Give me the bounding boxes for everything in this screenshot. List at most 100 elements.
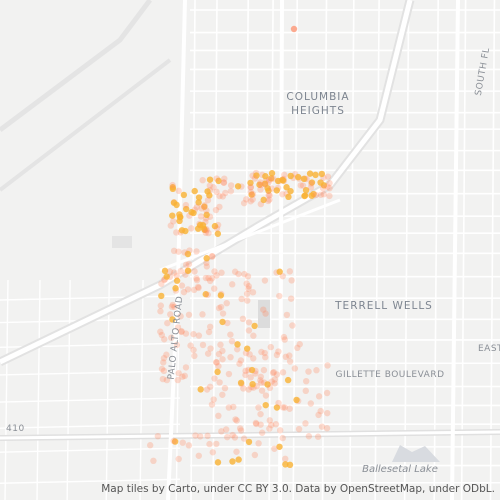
point xyxy=(154,432,162,440)
point xyxy=(273,187,281,194)
point xyxy=(247,179,254,187)
point xyxy=(251,175,259,182)
point xyxy=(244,345,251,352)
point xyxy=(213,359,220,366)
point xyxy=(248,191,255,198)
point xyxy=(247,188,255,196)
street xyxy=(175,279,180,500)
point xyxy=(184,250,192,258)
point xyxy=(217,341,224,348)
point xyxy=(179,373,186,380)
point xyxy=(266,425,273,432)
point xyxy=(237,357,245,364)
point xyxy=(188,209,195,216)
point xyxy=(216,192,223,200)
point xyxy=(170,247,178,255)
point xyxy=(222,426,230,433)
point xyxy=(277,427,284,434)
point xyxy=(276,443,283,450)
point xyxy=(320,191,327,198)
point xyxy=(314,433,322,440)
point xyxy=(243,290,251,297)
point xyxy=(217,303,225,311)
point xyxy=(305,433,313,440)
point xyxy=(164,319,171,327)
point xyxy=(291,365,299,372)
point xyxy=(279,272,286,280)
point xyxy=(206,383,214,390)
point xyxy=(181,372,188,380)
point xyxy=(307,180,315,187)
point xyxy=(280,333,288,341)
point xyxy=(286,268,294,275)
point xyxy=(167,222,174,229)
point xyxy=(218,428,225,435)
point xyxy=(307,184,315,191)
point xyxy=(159,375,167,383)
point xyxy=(193,276,201,284)
point xyxy=(268,185,276,192)
point xyxy=(208,253,216,260)
point xyxy=(265,197,272,205)
point xyxy=(199,311,206,318)
point xyxy=(157,302,165,309)
point xyxy=(326,192,333,200)
point xyxy=(249,380,256,388)
point xyxy=(281,404,288,411)
highway xyxy=(0,430,500,440)
street xyxy=(66,279,71,500)
point xyxy=(315,393,323,400)
point xyxy=(257,421,264,428)
street xyxy=(349,0,355,500)
point xyxy=(208,401,216,408)
point xyxy=(184,286,192,293)
point xyxy=(262,392,270,399)
point xyxy=(199,341,207,349)
point xyxy=(204,350,212,357)
point xyxy=(270,175,277,182)
point xyxy=(203,227,210,234)
point xyxy=(206,176,214,183)
point xyxy=(163,376,171,384)
point xyxy=(179,439,186,446)
point xyxy=(201,203,208,210)
point xyxy=(169,301,176,309)
place-label: HEIGHTS xyxy=(291,105,345,117)
point xyxy=(220,179,228,186)
point xyxy=(196,221,204,229)
point xyxy=(323,389,331,397)
point xyxy=(169,184,176,191)
point xyxy=(236,425,244,432)
point xyxy=(146,442,154,449)
point xyxy=(245,319,253,326)
point xyxy=(253,420,260,428)
point xyxy=(258,429,266,436)
point xyxy=(177,267,184,275)
point xyxy=(182,364,190,371)
point xyxy=(274,177,282,185)
point xyxy=(240,199,248,207)
street xyxy=(0,423,181,429)
point xyxy=(150,457,157,465)
point xyxy=(317,179,324,186)
point xyxy=(249,190,257,198)
point xyxy=(234,183,242,190)
point xyxy=(203,263,211,270)
point xyxy=(301,192,308,200)
point xyxy=(195,452,202,459)
lake-label: Ballesetal Lake xyxy=(362,464,438,475)
point xyxy=(269,369,277,377)
point xyxy=(302,420,309,427)
point xyxy=(256,181,263,188)
point xyxy=(273,351,281,359)
point xyxy=(195,284,202,292)
point xyxy=(261,181,269,188)
point xyxy=(195,332,203,339)
point xyxy=(215,177,222,185)
street xyxy=(0,397,181,403)
point xyxy=(222,189,229,197)
point xyxy=(286,461,294,469)
point xyxy=(273,371,281,378)
point xyxy=(266,417,273,424)
